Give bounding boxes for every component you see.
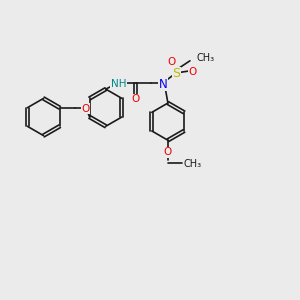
Text: O: O bbox=[189, 67, 197, 77]
Text: O: O bbox=[131, 94, 140, 104]
Text: O: O bbox=[82, 104, 90, 114]
Text: NH: NH bbox=[111, 79, 127, 88]
Text: O: O bbox=[167, 57, 175, 67]
Text: O: O bbox=[164, 147, 172, 157]
Text: S: S bbox=[172, 68, 180, 80]
Text: CH₃: CH₃ bbox=[183, 159, 202, 169]
Text: N: N bbox=[159, 78, 168, 91]
Text: CH₃: CH₃ bbox=[197, 53, 215, 63]
